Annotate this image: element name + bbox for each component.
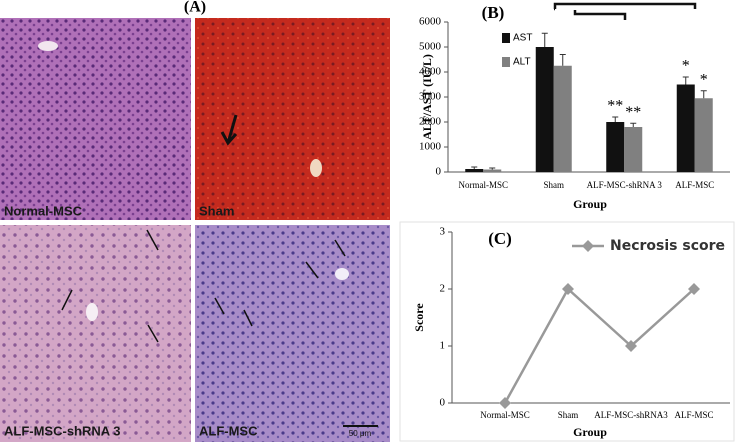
vessel: [310, 159, 322, 177]
marker: [562, 283, 574, 295]
arrow: [214, 239, 346, 327]
image-label: ALF-MSC-shRNA 3: [4, 423, 121, 438]
histology-image: [0, 225, 191, 442]
bar: [483, 169, 502, 172]
significance-label: **: [607, 98, 623, 115]
error-bar: [700, 90, 707, 99]
y-tick-label: 6000: [419, 16, 442, 28]
panel-label: (A): [184, 0, 206, 16]
error-bar: [559, 54, 566, 66]
x-tick-label: Sham: [558, 410, 579, 420]
image-label: ALF-MSC: [199, 423, 258, 438]
x-tick-label: ALF-MSC: [675, 180, 714, 190]
panel-label: (C): [488, 229, 512, 248]
y-axis-label: ALT/AST (IU/L): [420, 54, 434, 140]
y-axis-label: Score: [412, 303, 426, 332]
bar: [676, 84, 695, 172]
comparison-bracket: [573, 10, 627, 20]
y-tick-label: 1000: [419, 141, 442, 153]
arrow: [61, 229, 159, 343]
y-tick-label: 0: [436, 166, 442, 178]
bar: [465, 169, 484, 172]
vessel: [86, 303, 98, 321]
image-label: Normal-MSC: [4, 203, 83, 218]
y-tick-label: 3: [440, 226, 446, 238]
marker: [688, 283, 700, 295]
scale-label: 50 μm: [349, 429, 372, 438]
y-tick-label: 2000: [419, 116, 442, 128]
comparison-bracket: [553, 2, 697, 11]
x-tick-label: Normal-MSC: [480, 410, 530, 420]
bar: [624, 127, 643, 172]
x-axis-label: Group: [573, 197, 607, 211]
error-bar: [471, 166, 478, 169]
y-tick-label: 5000: [419, 41, 442, 53]
legend-label: AST: [513, 33, 532, 44]
y-tick-label: 1: [440, 340, 446, 352]
panel-label: (B): [482, 3, 505, 22]
marker: [499, 397, 511, 409]
x-tick-label: ALF-MSC-shRNA 3: [587, 180, 663, 190]
legend-swatch: [502, 33, 510, 43]
x-tick-label: Sham: [543, 180, 564, 190]
legend-swatch: [502, 57, 510, 67]
histology-image: [0, 18, 191, 220]
line: [503, 287, 695, 404]
y-tick-label: 3000: [419, 91, 442, 103]
x-tick-label: Normal-MSC: [459, 180, 509, 190]
significance-label: *: [700, 71, 708, 88]
bar: [694, 98, 713, 172]
bar: [535, 47, 554, 172]
significance-label: **: [625, 104, 641, 121]
bar: [606, 122, 625, 172]
x-tick-label: ALF-MSC-shRNA3: [594, 410, 668, 420]
legend-label: Necrosis score: [610, 238, 725, 254]
y-tick-label: 0: [440, 397, 446, 409]
error-bar: [630, 122, 637, 127]
error-bar: [541, 32, 548, 47]
y-tick-label: 2: [440, 283, 446, 295]
error-bar: [612, 116, 619, 122]
y-tick-label: 4000: [419, 66, 442, 78]
arrow: [220, 114, 238, 146]
panel-frame: [399, 221, 735, 442]
vessel: [335, 268, 349, 280]
x-axis-label: Group: [573, 425, 607, 439]
vessel: [38, 41, 58, 51]
histology-image: [195, 18, 390, 220]
legend-marker: [582, 240, 594, 252]
histology-image: [195, 225, 390, 442]
bar: [553, 65, 572, 172]
image-label: Sham: [199, 203, 234, 218]
significance-label: *: [682, 58, 690, 75]
x-tick-label: ALF-MSC: [674, 410, 713, 420]
error-bar: [489, 167, 496, 170]
marker: [625, 340, 637, 352]
error-bar: [682, 76, 689, 85]
legend-label: ALT: [513, 57, 531, 68]
